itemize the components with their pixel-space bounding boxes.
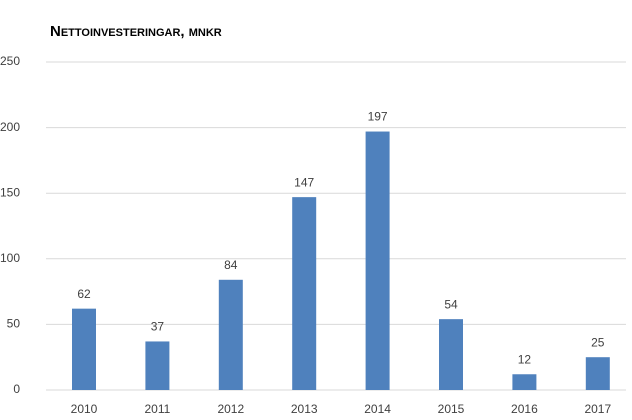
- bar: [585, 357, 610, 390]
- x-tick-label: 2017: [584, 402, 611, 416]
- x-tick-label: 2013: [291, 402, 318, 416]
- value-label: 84: [224, 258, 238, 272]
- bar: [72, 308, 96, 390]
- y-tick-label: 200: [0, 120, 20, 134]
- value-label: 37: [151, 320, 165, 334]
- bar: [145, 341, 170, 390]
- value-label: 54: [444, 297, 458, 311]
- x-tick-label: 2011: [144, 402, 170, 416]
- chart-title: Nettoinvesteringar, mnkr: [50, 23, 222, 40]
- bar: [439, 319, 463, 390]
- x-tick-label: 2014: [364, 402, 391, 416]
- y-tick-label: 50: [7, 317, 21, 331]
- value-label: 197: [368, 110, 388, 124]
- x-tick-label: 2016: [511, 402, 538, 416]
- bar: [512, 374, 537, 390]
- value-label: 62: [77, 287, 91, 301]
- y-tick-label: 0: [13, 382, 20, 396]
- y-tick-label: 100: [0, 251, 20, 265]
- value-label: 12: [518, 352, 532, 366]
- value-label: 25: [591, 335, 605, 349]
- x-tick-label: 2012: [217, 402, 244, 416]
- bar: [218, 279, 243, 390]
- bar: [292, 197, 317, 390]
- y-tick-label: 150: [0, 185, 20, 199]
- bar: [365, 131, 390, 390]
- x-tick-label: 2010: [71, 402, 98, 416]
- value-label: 147: [294, 175, 314, 189]
- y-tick-label: 250: [0, 54, 20, 68]
- x-tick-label: 2015: [438, 402, 465, 416]
